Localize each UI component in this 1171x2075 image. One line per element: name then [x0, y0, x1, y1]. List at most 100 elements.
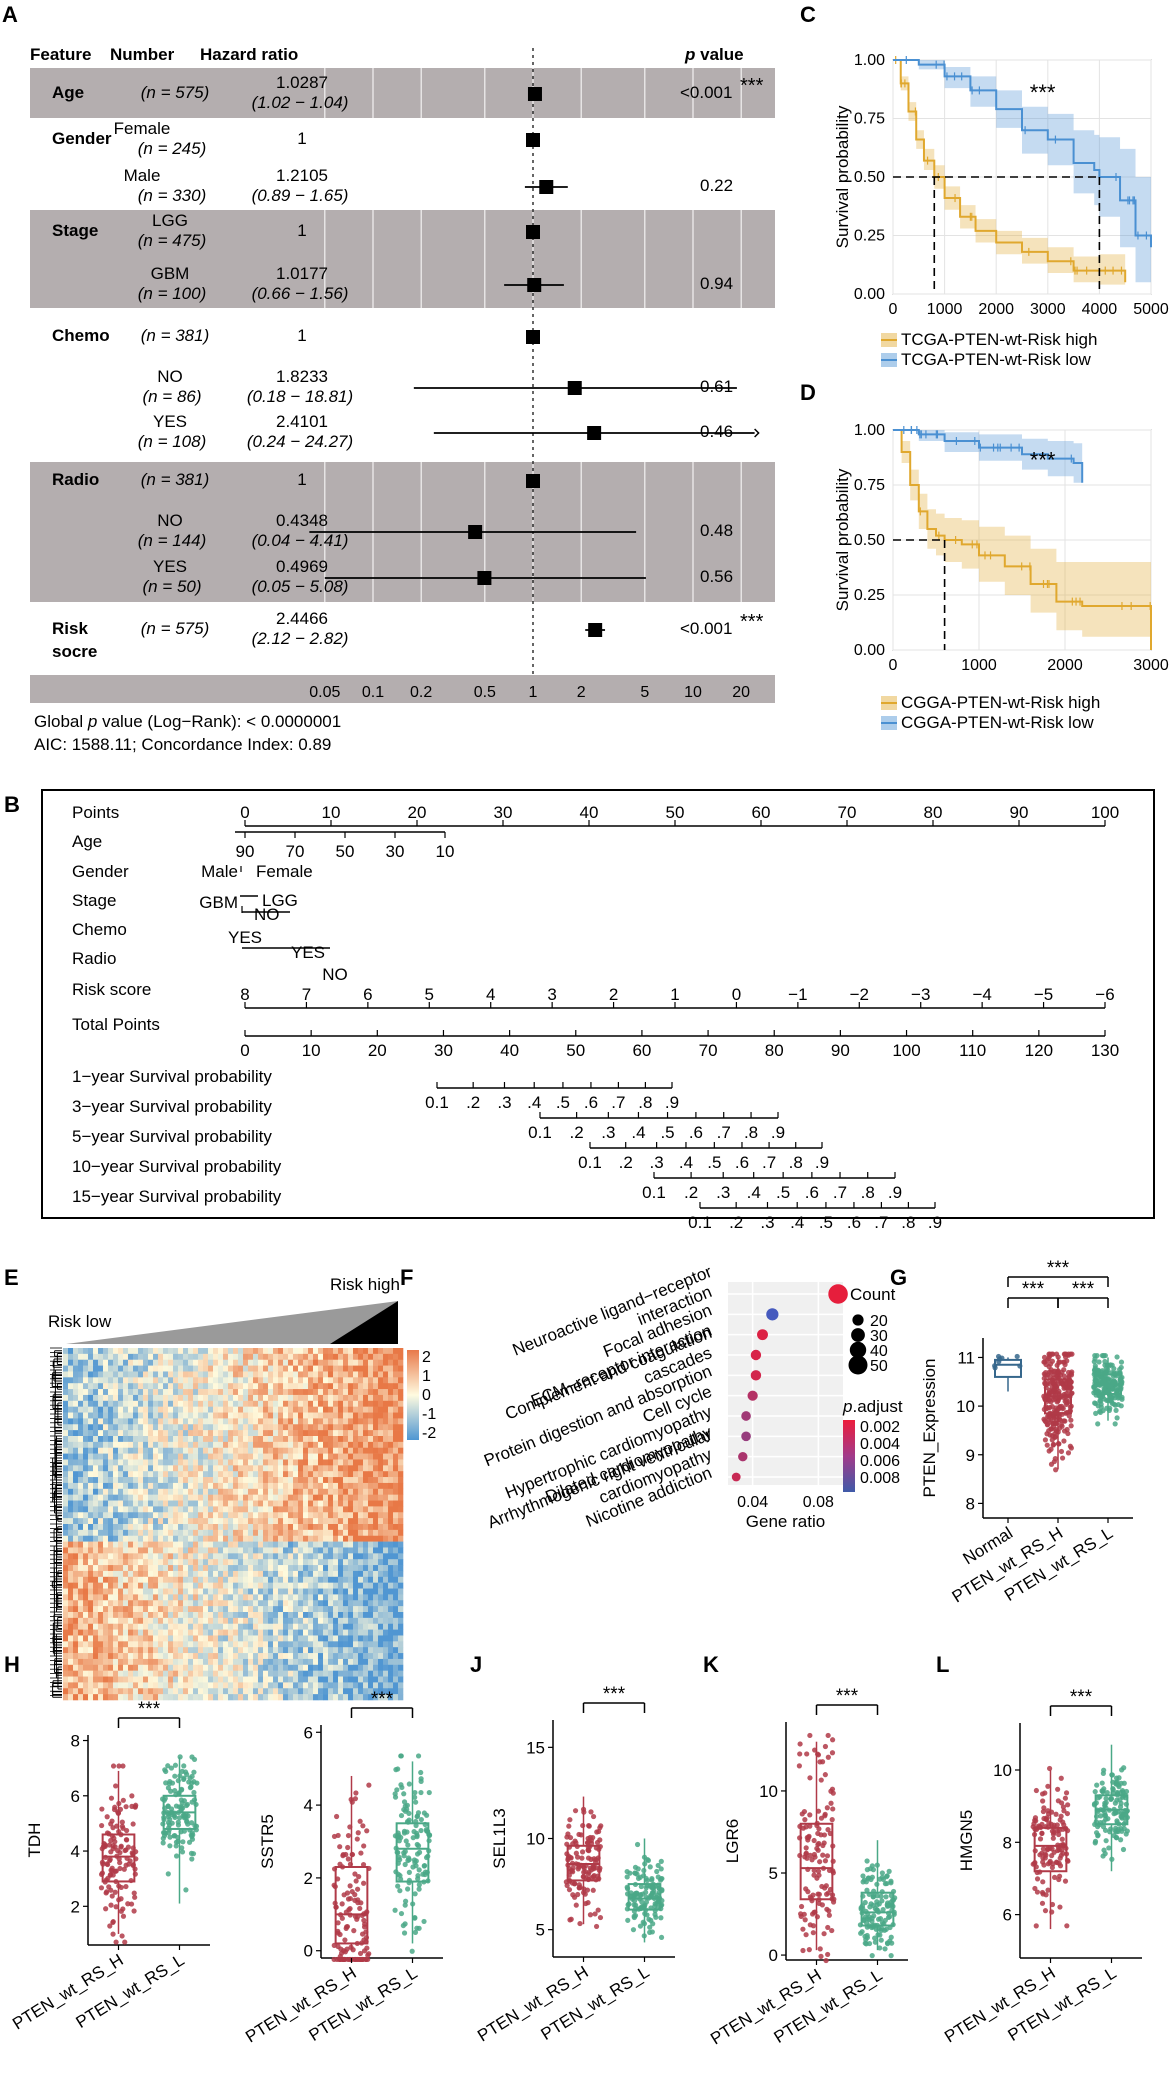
heatmap-cell [188, 1529, 194, 1537]
heatmap-cell [153, 1459, 159, 1466]
heatmap-cell [393, 1647, 399, 1654]
heatmap-cell [358, 1518, 364, 1525]
heatmap-cell [88, 1465, 94, 1472]
heatmap-cell [323, 1600, 329, 1607]
heatmap-cell [98, 1518, 104, 1525]
heatmap-cell [178, 1394, 184, 1402]
heatmap-cell [178, 1359, 184, 1366]
heatmap-cell [368, 1565, 374, 1572]
heatmap-cell [358, 1453, 364, 1460]
heatmap-cell [288, 1653, 294, 1660]
heatmap-cell [68, 1459, 74, 1466]
heatmap-cell [158, 1535, 164, 1542]
heatmap-cell [383, 1500, 389, 1507]
forest-arrow [754, 428, 760, 438]
heatmap-cell [353, 1371, 359, 1378]
heatmap-cell [148, 1559, 154, 1566]
heatmap-cell [388, 1371, 394, 1378]
heatmap-cell [238, 1482, 244, 1490]
heatmap-cell [108, 1635, 114, 1642]
heatmap-cell [313, 1441, 319, 1449]
heatmap-cell [218, 1459, 224, 1466]
heatmap-cell [203, 1524, 209, 1531]
heatmap-cell [178, 1553, 184, 1560]
heatmap-cell [323, 1453, 329, 1460]
heatmap-cell [343, 1412, 349, 1419]
heatmap-cell [108, 1418, 114, 1425]
heatmap-cell [193, 1647, 199, 1654]
heatmap-cell [273, 1606, 279, 1613]
heatmap-cell [68, 1535, 74, 1542]
heatmap-cell [83, 1612, 89, 1619]
heatmap-cell [263, 1348, 269, 1355]
heatmap-cell [68, 1647, 74, 1654]
heatmap-cell [363, 1547, 369, 1554]
heatmap-cell [283, 1518, 289, 1525]
heatmap-cell [393, 1664, 399, 1671]
heatmap-cell [128, 1518, 134, 1525]
heatmap-cell [98, 1506, 104, 1513]
heatmap-cell [323, 1447, 329, 1454]
heatmap-cell [163, 1565, 169, 1572]
heatmap-cell [368, 1606, 374, 1613]
heatmap-cell [378, 1512, 384, 1519]
heatmap-cell [118, 1688, 124, 1695]
heatmap-cell [273, 1535, 279, 1542]
heatmap-cell [393, 1453, 399, 1460]
heatmap-cell [318, 1570, 324, 1578]
heatmap-cell [378, 1617, 384, 1625]
heatmap-cell [373, 1418, 379, 1425]
heatmap-cell [173, 1488, 179, 1495]
heatmap-cell [213, 1670, 219, 1677]
heatmap-cell [228, 1459, 234, 1466]
heatmap-cell [108, 1488, 114, 1495]
heatmap-cell [178, 1383, 184, 1390]
dot-point [828, 1284, 848, 1304]
heatmap-cell [253, 1488, 259, 1495]
heatmap-cell [173, 1383, 179, 1390]
heatmap-cell [143, 1612, 149, 1619]
heatmap-cell [138, 1535, 144, 1542]
heatmap-cell [238, 1529, 244, 1537]
heatmap-cell [393, 1617, 399, 1625]
heatmap-cell [153, 1612, 159, 1619]
heatmap-cell [378, 1471, 384, 1478]
heatmap-cell [188, 1359, 194, 1366]
heatmap-cell [298, 1576, 304, 1583]
heatmap-cell [398, 1635, 404, 1642]
heatmap-cell [283, 1353, 289, 1361]
heatmap-cell [323, 1506, 329, 1513]
heatmap-cell [328, 1570, 334, 1578]
heatmap-cell [283, 1494, 289, 1501]
heatmap-cell [123, 1641, 129, 1648]
heatmap-cell [93, 1412, 99, 1419]
heatmap-cell [273, 1482, 279, 1490]
heatmap-cell [188, 1535, 194, 1542]
heatmap-cell [208, 1559, 214, 1566]
heatmap-cell [348, 1353, 354, 1361]
heatmap-cell [118, 1424, 124, 1431]
heatmap-cell [233, 1465, 239, 1472]
heatmap-cell [363, 1389, 369, 1396]
heatmap-cell [268, 1612, 274, 1619]
heatmap-cell [278, 1459, 284, 1466]
heatmap-cell [63, 1582, 69, 1589]
heatmap-cell [273, 1682, 279, 1689]
heatmap-cell [98, 1512, 104, 1519]
heatmap-cell [88, 1670, 94, 1677]
heatmap-cell [93, 1377, 99, 1384]
forest-n: (n = 108) [138, 432, 207, 451]
heatmap-cell [168, 1353, 174, 1361]
heatmap-cell [63, 1635, 69, 1642]
heatmap-cell [93, 1394, 99, 1402]
heatmap-cell [368, 1541, 374, 1548]
heatmap-cell [138, 1365, 144, 1372]
heatmap-cell [258, 1377, 264, 1384]
heatmap-cell [268, 1430, 274, 1437]
nomogram-radio-no: NO [322, 965, 348, 984]
heatmap-cell [208, 1676, 214, 1683]
heatmap-cell [388, 1535, 394, 1542]
heatmap-cell [328, 1676, 334, 1683]
heatmap-cell [378, 1565, 384, 1572]
heatmap-cell [108, 1424, 114, 1431]
